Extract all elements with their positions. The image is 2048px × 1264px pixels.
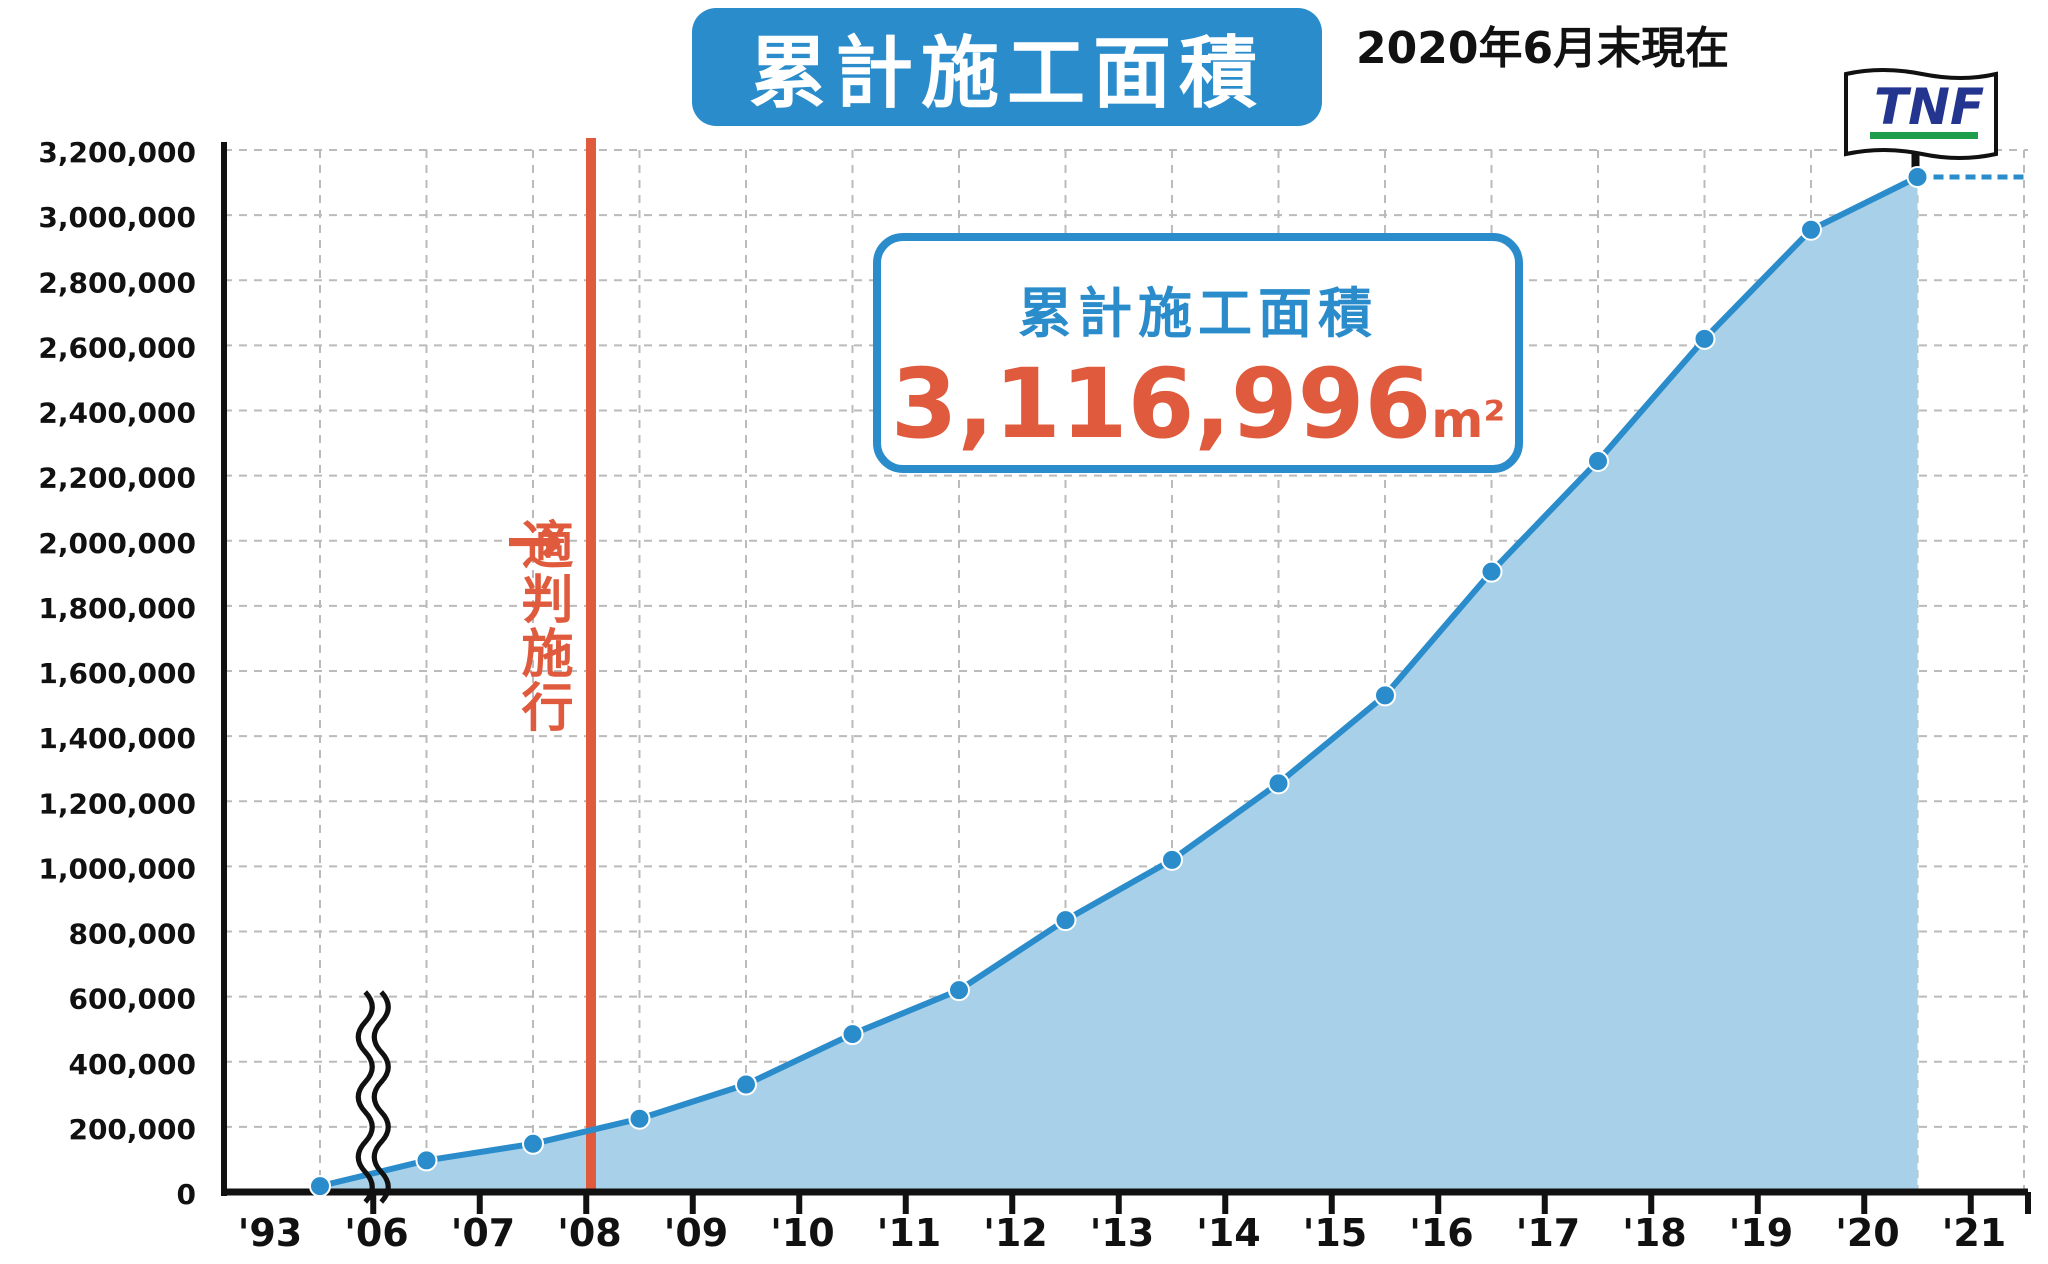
callout-value-row: 3,116,996m² <box>881 356 1515 452</box>
area-fill <box>320 177 1918 1192</box>
x-tick-label: '14 <box>1196 1211 1261 1255</box>
reference-line-label: 適判施行 <box>512 518 572 734</box>
data-point <box>948 979 970 1002</box>
x-tick-label: '19 <box>1729 1211 1794 1255</box>
data-point <box>628 1107 651 1130</box>
data-point <box>1267 772 1290 795</box>
x-tick-label: '12 <box>983 1211 1048 1255</box>
callout-value: 3,116,996 <box>890 348 1432 460</box>
y-tick-label: 400,000 <box>68 1048 196 1081</box>
x-tick-label: '93 <box>238 1211 303 1255</box>
x-tick-label: '15 <box>1303 1211 1368 1255</box>
data-point <box>309 1175 331 1198</box>
y-tick-label: 2,800,000 <box>38 266 196 299</box>
axis-break-mark <box>371 990 391 1204</box>
y-tick-label: 3,000,000 <box>38 201 196 234</box>
data-point <box>735 1073 757 1096</box>
data-point <box>1374 684 1396 707</box>
y-tick-label: 2,000,000 <box>38 527 196 560</box>
data-point <box>1161 848 1183 871</box>
x-tick-label: '11 <box>877 1211 942 1255</box>
x-tick-label: '21 <box>1942 1211 2007 1255</box>
x-tick-label: '06 <box>344 1211 409 1255</box>
y-tick-label: 1,200,000 <box>38 787 196 820</box>
data-point <box>1054 909 1077 932</box>
y-tick-label: 1,400,000 <box>38 722 196 755</box>
y-tick-label: 1,800,000 <box>38 592 196 625</box>
y-tick-label: 0 <box>177 1178 196 1211</box>
y-tick-label: 1,000,000 <box>38 852 196 885</box>
x-tick-label: '18 <box>1622 1211 1687 1255</box>
x-tick-label: '10 <box>770 1211 835 1255</box>
x-tick-label: '13 <box>1090 1211 1155 1255</box>
x-tick-label: '07 <box>451 1211 516 1255</box>
x-tick-label: '16 <box>1409 1211 1474 1255</box>
axes <box>221 142 2031 1214</box>
y-tick-label: 200,000 <box>68 1113 196 1146</box>
y-tick-label: 800,000 <box>68 918 196 951</box>
data-point <box>415 1149 438 1172</box>
data-point <box>1693 327 1716 350</box>
y-tick-label: 2,600,000 <box>38 331 196 364</box>
axis-break-mark <box>355 990 375 1204</box>
y-tick-label: 1,600,000 <box>38 657 196 690</box>
data-point <box>1480 560 1503 583</box>
data-point <box>522 1132 544 1155</box>
y-tick-labels: 0 200,000 400,000 600,000 800,000 1,000,000 1,… <box>38 136 196 1211</box>
y-tick-label: 2,400,000 <box>38 397 196 430</box>
x-tick-label: '08 <box>557 1211 622 1255</box>
as-of-date: 2020年6月末現在 <box>1356 23 1730 74</box>
flag-logo-icon <box>1844 68 1998 160</box>
data-point <box>1587 449 1609 472</box>
chart-title: 累計施工面積 <box>748 29 1265 119</box>
right-arrow-icon: → <box>505 499 564 581</box>
total-callout: 累計施工面積 3,116,996m² <box>873 233 1523 473</box>
axis-break <box>355 990 391 1204</box>
data-points <box>309 166 1929 1198</box>
x-tick-label: '20 <box>1835 1211 1900 1255</box>
chart-title-pill: 累計施工面積 <box>692 8 1322 126</box>
data-point <box>1800 218 1822 241</box>
callout-unit: m² <box>1431 391 1506 449</box>
y-tick-label: 600,000 <box>68 983 196 1016</box>
logo-text: TNF <box>1874 78 1985 136</box>
x-tick-label: '17 <box>1516 1211 1581 1255</box>
y-tick-label: 2,200,000 <box>38 462 196 495</box>
x-tick-label: '09 <box>664 1211 729 1255</box>
data-point <box>841 1023 864 1046</box>
area-layer <box>320 177 1918 1192</box>
x-tick-labels: '93 '06 '07 '08 '09 '10 '11 '12 '13 '14 '15 '16 '17 '… <box>238 1211 2007 1255</box>
callout-label: 累計施工面積 <box>1018 282 1378 345</box>
series-line <box>319 174 1919 1190</box>
data-point <box>1906 166 1929 189</box>
y-tick-label: 3,200,000 <box>38 136 196 169</box>
